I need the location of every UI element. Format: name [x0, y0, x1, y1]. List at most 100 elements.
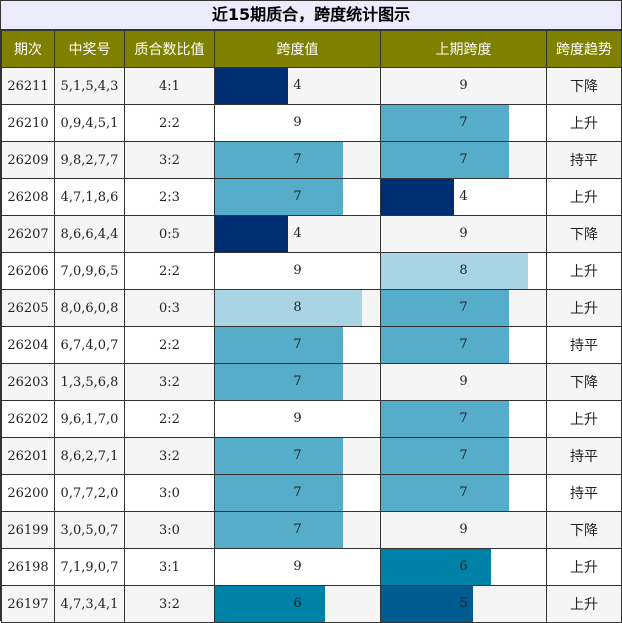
prev-span-value: 7 — [459, 300, 468, 315]
numbers-cell: 9,8,2,7,7 — [54, 141, 125, 179]
trend-cell: 持平 — [546, 474, 622, 512]
table-row: 26209 9,8,2,7,7 3:2 7 7 持平 — [1, 141, 622, 179]
prev-span-value: 7 — [459, 448, 468, 463]
table-row: 26201 8,6,2,7,1 3:2 7 7 持平 — [1, 437, 622, 475]
trend-cell: 上升 — [546, 252, 622, 290]
span-cell: 7 — [214, 141, 381, 179]
span-value: 7 — [293, 152, 302, 167]
numbers-cell: 4,7,3,4,1 — [54, 585, 125, 623]
trend-cell: 上升 — [546, 178, 622, 216]
span-value: 7 — [293, 189, 302, 204]
table-row: 26203 1,3,5,6,8 3:2 7 9 下降 — [1, 363, 622, 401]
numbers-cell: 4,7,1,8,6 — [54, 178, 125, 216]
numbers-cell: 0,7,7,2,0 — [54, 474, 125, 512]
span-value: 7 — [293, 485, 302, 500]
trend-cell: 上升 — [546, 585, 622, 623]
prev-span-cell: 7 — [380, 474, 547, 512]
prev-span-value: 8 — [459, 263, 468, 278]
span-value: 9 — [293, 115, 302, 130]
span-cell: 7 — [214, 437, 381, 475]
numbers-cell: 8,6,2,7,1 — [54, 437, 125, 475]
period-cell: 26199 — [1, 511, 55, 549]
trend-cell: 持平 — [546, 437, 622, 475]
trend-cell: 上升 — [546, 104, 622, 142]
span-bar — [215, 68, 289, 104]
ratio-cell: 4:1 — [124, 67, 215, 105]
table-row: 26205 8,0,6,0,8 0:3 8 7 上升 — [1, 289, 622, 327]
span-cell: 4 — [214, 67, 381, 105]
ratio-cell: 2:2 — [124, 104, 215, 142]
prev-span-value: 9 — [459, 374, 468, 389]
header-period: 期次 — [1, 30, 55, 68]
prev-span-value: 6 — [459, 559, 468, 574]
trend-cell: 上升 — [546, 289, 622, 327]
trend-cell: 下降 — [546, 363, 622, 401]
ratio-cell: 3:2 — [124, 363, 215, 401]
prev-span-bar — [381, 290, 510, 326]
numbers-cell: 7,0,9,6,5 — [54, 252, 125, 290]
prev-span-cell: 7 — [380, 104, 547, 142]
span-bar — [215, 586, 325, 622]
numbers-cell: 5,1,5,4,3 — [54, 67, 125, 105]
span-cell: 7 — [214, 511, 381, 549]
span-cell: 7 — [214, 326, 381, 364]
table-row: 26198 7,1,9,0,7 3:1 9 6 上升 — [1, 548, 622, 586]
table-row: 26207 8,6,6,4,4 0:5 4 9 下降 — [1, 215, 622, 253]
prev-span-cell: 9 — [380, 511, 547, 549]
span-cell: 8 — [214, 289, 381, 327]
span-bar — [215, 512, 344, 548]
prev-span-cell: 9 — [380, 215, 547, 253]
span-bar — [215, 438, 344, 474]
prev-span-bar — [381, 475, 510, 511]
numbers-cell: 3,0,5,0,7 — [54, 511, 125, 549]
span-bar — [215, 364, 344, 400]
header-ratio: 质合数比值 — [124, 30, 215, 68]
span-bar — [215, 142, 344, 178]
period-cell: 26205 — [1, 289, 55, 327]
ratio-cell: 3:2 — [124, 141, 215, 179]
span-cell: 9 — [214, 104, 381, 142]
table-row: 26208 4,7,1,8,6 2:3 7 4 上升 — [1, 178, 622, 216]
span-value: 4 — [293, 226, 302, 241]
table-row: 26199 3,0,5,0,7 3:0 7 9 下降 — [1, 511, 622, 549]
span-bar — [215, 179, 344, 215]
header-trend: 跨度趋势 — [546, 30, 622, 68]
prev-span-value: 7 — [459, 411, 468, 426]
span-value: 7 — [293, 374, 302, 389]
ratio-cell: 2:2 — [124, 326, 215, 364]
prev-span-cell: 5 — [380, 585, 547, 623]
table-row: 26211 5,1,5,4,3 4:1 4 9 下降 — [1, 67, 622, 105]
prev-span-value: 9 — [459, 522, 468, 537]
prev-span-cell: 8 — [380, 252, 547, 290]
period-cell: 26201 — [1, 437, 55, 475]
numbers-cell: 0,9,4,5,1 — [54, 104, 125, 142]
table-row: 26197 4,7,3,4,1 3:2 6 5 上升 — [1, 585, 622, 623]
period-cell: 26197 — [1, 585, 55, 623]
ratio-cell: 0:5 — [124, 215, 215, 253]
period-cell: 26208 — [1, 178, 55, 216]
span-value: 7 — [293, 522, 302, 537]
ratio-cell: 3:2 — [124, 585, 215, 623]
period-cell: 26209 — [1, 141, 55, 179]
numbers-cell: 9,6,1,7,0 — [54, 400, 125, 438]
prev-span-value: 4 — [459, 189, 468, 204]
span-value: 8 — [293, 300, 302, 315]
trend-cell: 持平 — [546, 141, 622, 179]
trend-cell: 上升 — [546, 400, 622, 438]
numbers-cell: 7,1,9,0,7 — [54, 548, 125, 586]
prev-span-bar — [381, 179, 455, 215]
period-cell: 26204 — [1, 326, 55, 364]
prev-span-cell: 9 — [380, 67, 547, 105]
ratio-cell: 3:0 — [124, 511, 215, 549]
span-value: 4 — [293, 78, 302, 93]
prev-span-bar — [381, 105, 510, 141]
span-value: 6 — [293, 596, 302, 611]
span-cell: 9 — [214, 400, 381, 438]
prev-span-value: 7 — [459, 337, 468, 352]
table-row: 26202 9,6,1,7,0 2:2 9 7 上升 — [1, 400, 622, 438]
span-value: 9 — [293, 559, 302, 574]
prev-span-cell: 6 — [380, 548, 547, 586]
span-cell: 6 — [214, 585, 381, 623]
prev-span-bar — [381, 438, 510, 474]
header-span: 跨度值 — [214, 30, 381, 68]
